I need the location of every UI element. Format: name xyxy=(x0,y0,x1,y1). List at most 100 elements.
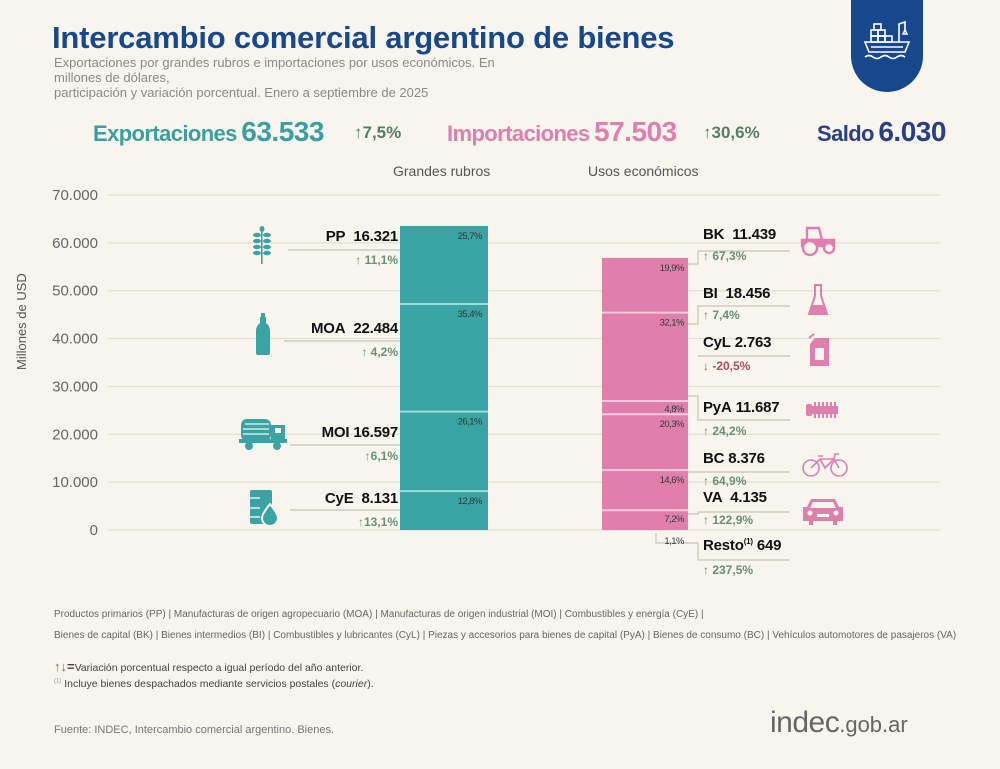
exports-label: Exportaciones xyxy=(93,121,237,146)
legend-item: Piezas y accesorios para bienes de capit… xyxy=(428,630,645,641)
label-moi-variation: ↑6,1% xyxy=(364,449,398,463)
legend-line-1: Productos primarios (PP) | Manufacturas … xyxy=(54,609,704,620)
footnote-mark: (1) xyxy=(54,678,62,685)
bar-segment-pya xyxy=(602,414,688,471)
share-label-pp: 25,7% xyxy=(458,231,483,242)
label-va-variation: ↑ 122,9% xyxy=(703,513,754,527)
footnote: (1) Incluye bienes despachados mediante … xyxy=(54,678,374,690)
label-bc-variation: ↑ 64,9% xyxy=(703,474,747,488)
column-header-grandes-rubros: Grandes rubros xyxy=(393,163,491,179)
label-resto-footnote: (1) xyxy=(743,537,753,546)
subtitle-line-1: Exportaciones por grandes rubros e impor… xyxy=(54,55,495,85)
imports-label: Importaciones xyxy=(447,121,590,146)
balance-label: Saldo xyxy=(817,121,875,146)
header-badge xyxy=(851,0,923,92)
label-bk: BK 11.439 ↑ 67,3% xyxy=(703,226,853,263)
label-bi-value: 18.456 xyxy=(725,285,771,302)
label-va-code: VA xyxy=(703,489,723,506)
column-header-usos-economicos: Usos económicos xyxy=(588,163,699,179)
arrow-up-icon: ↑ xyxy=(54,659,61,674)
connector-va xyxy=(688,511,790,515)
gear-part-icon xyxy=(806,402,838,418)
equals-symbol: = xyxy=(67,659,75,674)
label-pp-variation: ↑ 11,1% xyxy=(355,253,398,267)
label-pp-value: 16.321 xyxy=(353,228,398,245)
bottle-icon xyxy=(256,313,270,355)
connector-pya xyxy=(688,395,790,421)
exports-variation: ↑7,5% xyxy=(354,123,402,142)
legend-separator: | xyxy=(165,609,174,620)
y-tick-label: 0 xyxy=(90,522,98,539)
share-label-moa: 35,4% xyxy=(458,309,483,320)
cargo-ship-icon xyxy=(863,20,911,60)
bar-segment-va xyxy=(602,510,688,530)
label-moa: MOA 22.484 ↑ 4,2% xyxy=(288,320,398,359)
wheat-icon xyxy=(253,226,271,264)
label-moi-value: 16.597 xyxy=(353,424,398,441)
label-resto-variation: ↑ 237,5% xyxy=(703,563,754,577)
label-cye: CyE 8.131 ↑13,1% xyxy=(288,490,398,529)
truck-icon xyxy=(239,419,287,450)
legend-separator: | xyxy=(644,630,654,641)
indec-logo: indec.gob.ar xyxy=(770,706,908,740)
car-icon xyxy=(803,499,843,525)
legend-separator: | xyxy=(556,609,565,620)
legend-line-2: Bienes de capital (BK) | Bienes intermed… xyxy=(54,630,956,641)
label-pya-value: 11.687 xyxy=(735,399,780,416)
subtitle-line-2: participación y variación porcentual. En… xyxy=(54,85,429,100)
label-moi-code: MOI xyxy=(321,424,350,441)
y-tick-label: 50.000 xyxy=(52,283,98,300)
bar-segment-pp xyxy=(400,225,488,305)
imports-value: 57.503 xyxy=(594,116,677,147)
label-moi: MOI 16.597 ↑6,1% xyxy=(288,424,399,463)
label-resto: Resto(1) 649 ↑ 237,5% xyxy=(703,537,853,577)
connector-bk xyxy=(688,250,790,265)
label-cyl-variation: ↓ -20,5% xyxy=(703,359,751,373)
share-label-bi: 32,1% xyxy=(660,318,685,329)
tractor-icon xyxy=(800,226,836,257)
bar-segment-moi xyxy=(400,411,488,492)
y-tick-label: 70.000 xyxy=(52,187,98,204)
oil-barrel-drop-icon xyxy=(250,490,280,527)
label-cye-variation: ↑13,1% xyxy=(357,515,398,529)
jerrycan-icon xyxy=(808,333,829,366)
label-moa-value: 22.484 xyxy=(353,320,398,337)
legend-item: Combustibles y energía (CyE) xyxy=(564,609,699,620)
legend-item: Vehículos automotores de pasajeros (VA) xyxy=(772,630,957,641)
imports-variation: ↑30,6% xyxy=(703,123,760,142)
label-moa-variation: ↑ 4,2% xyxy=(361,345,398,359)
label-pp: PP 16.321 ↑ 11,1% xyxy=(288,228,398,267)
exports-value: 63.533 xyxy=(241,116,324,147)
arrow-down-icon: ↓ xyxy=(60,659,68,674)
imports-kpi: Importaciones 57.503 xyxy=(447,116,677,148)
balance-value: 6.030 xyxy=(878,116,946,147)
legend-item: Bienes de capital (BK) xyxy=(54,630,153,641)
label-resto-code: Resto xyxy=(703,537,744,554)
label-cye-code: CyE xyxy=(324,490,354,507)
share-label-bk: 19,9% xyxy=(660,263,685,274)
bar-segment-moa xyxy=(400,304,488,412)
legend-item: Bienes intermedios (BI) xyxy=(161,630,266,641)
footnote-text: Incluye bienes despachados mediante serv… xyxy=(64,678,336,690)
share-label-resto: 1,1% xyxy=(664,536,685,547)
share-label-moi: 26,1% xyxy=(458,417,483,428)
arrows-note-text: Variación porcentual respecto a igual pe… xyxy=(74,662,364,674)
label-pya-code: PyA xyxy=(703,399,732,416)
label-resto-value: 649 xyxy=(756,537,782,554)
y-tick-label: 10.000 xyxy=(52,474,98,491)
bar-segment-bi xyxy=(602,312,688,401)
label-bi-variation: ↑ 7,4% xyxy=(703,308,740,322)
label-bc-value: 8.376 xyxy=(728,450,765,467)
logo-main: indec xyxy=(770,706,840,739)
connector-bi xyxy=(688,305,790,325)
share-label-cye: 12,8% xyxy=(458,496,483,507)
bar-segment-cyl xyxy=(602,400,688,415)
label-bc-code: BC xyxy=(703,450,725,467)
label-cyl: CyL 2.763 ↓ -20,5% xyxy=(703,334,853,373)
label-bi-code: BI xyxy=(703,285,718,302)
legend-separator: | xyxy=(372,609,381,620)
stacked-bar-chart: 70.000 60.000 50.000 40.000 30.000 20.000 10.0… xyxy=(52,187,940,561)
share-label-cyl: 4,8% xyxy=(664,404,685,415)
arrows-note: ↑↓=Variación porcentual respecto a igual… xyxy=(54,659,363,674)
y-tick-label: 60.000 xyxy=(52,235,98,252)
